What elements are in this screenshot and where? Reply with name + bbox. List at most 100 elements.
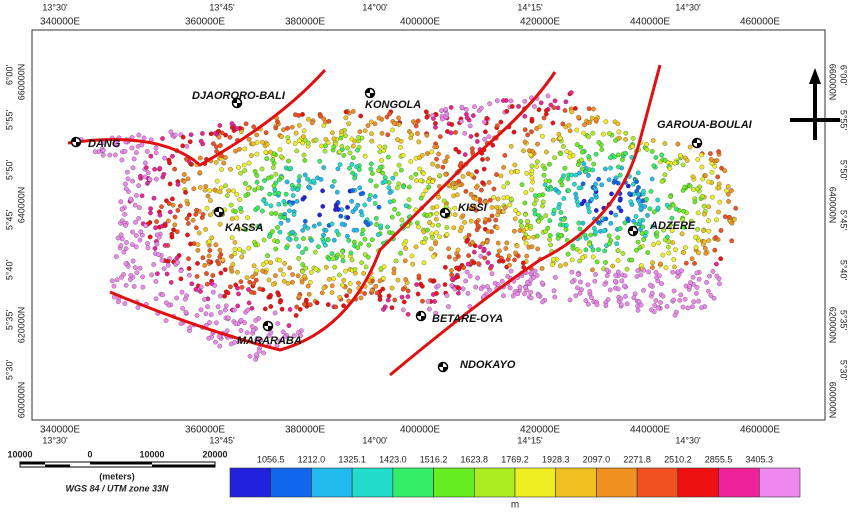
point [362, 236, 368, 242]
point [659, 152, 665, 158]
point [380, 170, 386, 176]
point [662, 157, 668, 163]
point [285, 281, 291, 286]
point [679, 231, 685, 237]
point [403, 246, 409, 251]
point [706, 288, 711, 294]
point [338, 135, 344, 141]
point [673, 206, 679, 212]
point [281, 199, 287, 204]
point [512, 257, 517, 263]
point [290, 186, 296, 192]
point [543, 213, 549, 218]
point [680, 304, 686, 310]
point [362, 128, 368, 134]
point [281, 127, 286, 133]
point [278, 220, 284, 226]
point [345, 145, 350, 151]
north-arrow [790, 68, 840, 140]
point [254, 172, 260, 178]
point [644, 196, 649, 202]
point [356, 167, 362, 172]
point [583, 247, 589, 253]
point [634, 179, 639, 185]
point [679, 268, 684, 274]
point [638, 272, 644, 278]
point [537, 124, 543, 129]
point [464, 115, 470, 121]
point [480, 157, 485, 162]
point [390, 230, 395, 236]
point [562, 108, 568, 113]
point [470, 240, 475, 245]
point [706, 238, 712, 243]
point [601, 131, 606, 137]
point [386, 293, 392, 299]
point [476, 261, 481, 267]
point [637, 218, 643, 224]
point [256, 224, 262, 230]
point [711, 295, 717, 301]
point [480, 180, 485, 186]
point [662, 237, 668, 243]
point [121, 249, 127, 255]
point [329, 251, 335, 256]
point [561, 173, 566, 179]
point [613, 212, 619, 218]
point [311, 178, 316, 184]
point [261, 237, 267, 243]
point [478, 253, 484, 259]
point [467, 304, 473, 309]
point [579, 166, 585, 172]
point [608, 165, 613, 171]
place-name: BETARE-OYA [432, 313, 503, 325]
point [279, 306, 285, 312]
point [579, 201, 585, 207]
legend-label: 1623.8 [461, 454, 489, 464]
point [646, 269, 651, 275]
point [495, 240, 501, 246]
point [547, 233, 553, 238]
point [398, 145, 403, 150]
point [523, 212, 528, 217]
point [218, 293, 223, 299]
point [157, 212, 163, 218]
point [649, 176, 655, 182]
point [211, 289, 216, 295]
point [444, 232, 450, 237]
point [300, 112, 305, 117]
point [585, 301, 591, 307]
point [256, 348, 262, 354]
color-bin [229, 467, 272, 498]
point [326, 118, 332, 124]
point [680, 217, 685, 222]
point [590, 130, 596, 136]
point [413, 171, 419, 177]
point [448, 105, 454, 110]
place-marker-fill [628, 226, 638, 236]
point [143, 223, 148, 229]
point [434, 204, 440, 210]
point [225, 315, 231, 321]
point [131, 156, 137, 162]
point [594, 302, 600, 307]
point [708, 293, 714, 298]
point [505, 274, 511, 279]
point [349, 198, 354, 204]
point [185, 221, 191, 226]
point [664, 304, 670, 309]
point [589, 295, 594, 301]
point [139, 142, 145, 148]
point [386, 185, 392, 191]
point [389, 305, 395, 311]
point [331, 276, 336, 282]
point [644, 142, 649, 147]
point [650, 224, 656, 229]
place-name: DANG [88, 138, 121, 150]
point [483, 129, 488, 135]
point [463, 278, 468, 284]
point [659, 281, 664, 287]
point [576, 162, 581, 167]
coord-label: 640000N [16, 187, 26, 224]
point [293, 313, 299, 318]
